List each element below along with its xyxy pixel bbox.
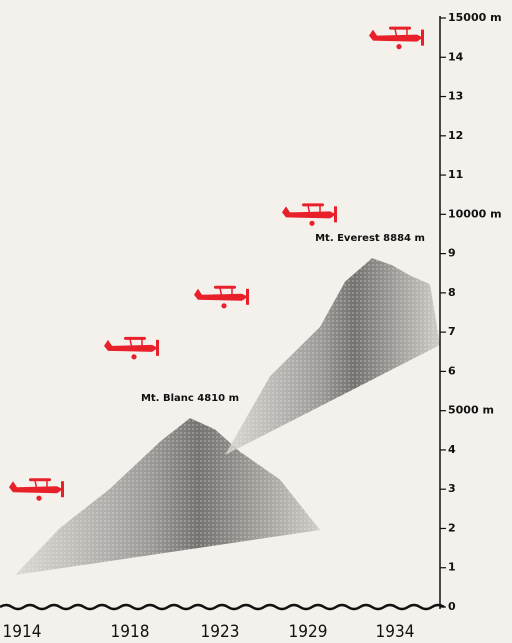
y-tick-label: 14 [448, 50, 464, 63]
plane-part [27, 489, 51, 493]
y-tick-label: 5000 m [448, 404, 494, 417]
y-tick-label: 0 [448, 600, 456, 613]
y-tick-label: 7 [448, 325, 456, 338]
x-tick-label: 1934 [376, 622, 415, 642]
mountain-label: Mt. Blanc 4810 m [141, 393, 239, 404]
y-tick-label: 10000 m [448, 207, 502, 220]
plane-part [36, 495, 42, 501]
plane-part [34, 480, 38, 491]
plane-part [219, 287, 223, 298]
plane-part [156, 339, 159, 356]
x-tick-label: 1923 [201, 622, 240, 642]
mountain-texture [15, 418, 320, 575]
y-tick-label: 4 [448, 443, 456, 456]
plane-part [246, 288, 249, 305]
plane-part [61, 481, 64, 498]
plane [369, 26, 424, 50]
plane-part [212, 296, 236, 300]
y-tick-label: 8 [448, 286, 456, 299]
plane [104, 336, 159, 360]
y-tick-label: 12 [448, 129, 463, 142]
y-tick-label: 6 [448, 364, 456, 377]
baseline [0, 603, 445, 611]
plane-part [334, 206, 337, 223]
y-tick-label: 9 [448, 247, 456, 260]
y-tick-label: 13 [448, 90, 463, 103]
plane-part [300, 214, 324, 218]
y-tick-label: 11 [448, 168, 463, 181]
mountain-label: Mt. Everest 8884 m [315, 233, 425, 244]
plane-part [387, 37, 411, 41]
plane-part [307, 205, 311, 216]
plane-part [309, 220, 315, 226]
y-tick-label: 15000 m [448, 11, 502, 24]
mountain-texture [225, 258, 440, 455]
x-tick-label: 1914 [3, 622, 42, 642]
plane-part [122, 347, 146, 351]
plane-part [131, 354, 137, 360]
x-tick-label: 1918 [111, 622, 150, 642]
mountains [15, 258, 440, 575]
plane-part [396, 44, 402, 50]
plane-part [221, 303, 227, 309]
y-tick-label: 1 [448, 561, 456, 574]
y-tick-label: 3 [448, 482, 456, 495]
y-tick-label: 2 [448, 521, 456, 534]
plane-part [421, 29, 424, 46]
plane [9, 478, 64, 501]
x-tick-label: 1929 [289, 622, 328, 642]
plane [282, 203, 337, 226]
plane-part [129, 338, 133, 349]
plane-part [394, 28, 398, 39]
plane [194, 285, 249, 309]
